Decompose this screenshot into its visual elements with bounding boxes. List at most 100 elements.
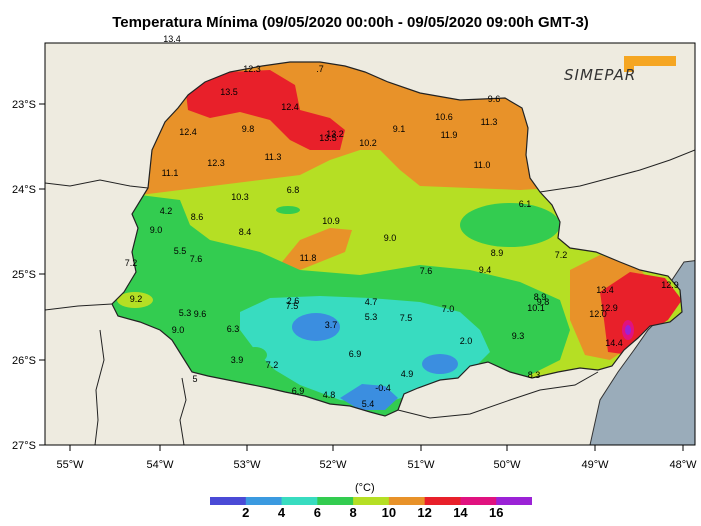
neighbour-border-6 [539,149,695,193]
colorbar [210,497,532,505]
colorbar-segment [353,497,390,505]
station-value-label: 7.2 [555,250,568,260]
station-value-label: 9.6 [194,309,207,319]
station-value-label: 7.2 [125,258,138,268]
latitude-axis: 23°S 24°S 25°S 26°S 27°S [12,99,45,452]
station-value-label: 2.0 [460,336,473,346]
colorbar-segment [317,497,354,505]
neighbour-border-3 [94,329,105,445]
longitude-tick-label: 51°W [407,459,435,471]
station-value-label: 9.6 [488,94,501,104]
longitude-tick-label: 54°W [146,459,174,471]
station-value-label: 14.4 [605,338,623,348]
station-value-label: 10.1 [527,303,545,313]
colorbar-segment [496,497,532,505]
longitude-tick-label: 48°W [669,459,697,471]
station-value-label: 11.1 [162,168,179,178]
logo-mark-icon [624,56,676,72]
colorbar-segment [460,497,497,505]
colorbar-segment [210,497,247,505]
station-value-label: 11.3 [265,152,282,162]
colorbar-unit: (°C) [355,482,375,494]
colorbar-label: 8 [349,505,357,520]
colorbar-label: 12 [417,505,432,520]
station-value-label: 4.2 [160,206,173,216]
colorbar-label: 16 [488,505,504,520]
station-value-label: 9.8 [242,124,255,134]
map-title: Temperatura Mínima (09/05/2020 00:00h - … [112,14,589,31]
station-value-label: 12.9 [661,280,679,290]
station-value-label: 8.9 [534,292,547,302]
station-value-label: 13.5 [319,133,337,143]
station-value-label: 2.6 [287,296,300,306]
station-value-label: 13.5 [220,87,238,97]
station-value-label: 7.6 [420,266,433,276]
latitude-tick-label: 23°S [12,99,36,111]
station-value-label: 9.0 [384,233,397,243]
latitude-tick-label: 27°S [12,440,36,452]
station-value-label: 4.7 [365,297,378,307]
longitude-tick-label: 53°W [233,459,261,471]
longitude-tick-label: 55°W [56,459,84,471]
station-value-label: 13.2 [326,129,344,139]
station-value-label: 7.5 [400,313,413,323]
station-value-label: 6.1 [519,199,532,209]
station-value-label: 7.2 [266,360,279,370]
station-value-label: 11.3 [481,117,498,127]
station-value-label: 5.3 [365,312,378,322]
station-value-label: 3.7 [325,320,338,330]
station-value-label: 4.9 [401,369,414,379]
map-frame [44,42,696,446]
station-value-label: 11.0 [474,160,491,170]
colorbar-segment [388,497,426,505]
station-value-label: 6.8 [287,185,300,195]
station-value-label: 12.9 [600,303,618,313]
colorbar-label: 4 [277,505,286,520]
station-value-label: 3.9 [231,355,244,365]
neighbour-border-5 [397,371,599,419]
colorbar-label: 14 [453,505,468,520]
station-value-label: 11.9 [441,130,458,140]
simepar-logo: SIMEPAR [564,56,684,86]
neighbour-border-4 [179,377,187,445]
latitude-tick-label: 24°S [12,184,36,196]
station-value-label: 13.4 [163,34,181,44]
station-value-label: 12.3 [207,158,225,168]
colorbar-segment [281,497,318,505]
station-value-label: 6.9 [349,349,362,359]
station-values: 13.4 12.3 .7 13.5 12.4 9.6 10.6 11.3 12.4 9.8 13.2… [125,34,679,409]
logo-text: SIMEPAR [564,66,637,84]
colorbar-label: 2 [242,505,250,520]
station-value-label: 8.9 [491,248,504,258]
colorbar-segment [424,497,461,505]
station-value-label: 9.1 [393,124,406,134]
station-value-label: 8.6 [191,212,204,222]
station-value-label: 9.0 [150,225,163,235]
station-value-label: 4.8 [323,390,336,400]
colorbar-label: 6 [313,505,321,520]
longitude-tick-label: 52°W [319,459,347,471]
latitude-tick-label: 25°S [12,269,36,281]
neighbour-border-1 [45,179,149,189]
station-value-label: 5 [192,374,197,384]
station-value-label: 8.4 [239,227,252,237]
station-value-label: 10.9 [322,216,340,226]
station-value-label: 7.6 [190,254,203,264]
station-value-label: 9.4 [479,265,492,275]
station-value-label: 11.8 [300,253,317,263]
station-value-label: 12.4 [179,127,197,137]
station-value-label: 9.0 [172,325,185,335]
station-value-label: 12.3 [243,64,261,74]
station-value-label: 8.3 [528,370,541,380]
station-value-label: 10.6 [435,112,453,122]
latitude-tick-label: 26°S [12,355,36,367]
neighbour-border-2 [45,303,113,311]
station-value-label: 5.4 [362,399,375,409]
longitude-tick-label: 49°W [581,459,609,471]
colorbar-label: 10 [381,505,397,520]
station-value-label: 9.8 [537,297,550,307]
station-value-label: 6.9 [292,386,305,396]
colorbar-segment [245,497,283,505]
station-value-label: 12.0 [589,309,607,319]
